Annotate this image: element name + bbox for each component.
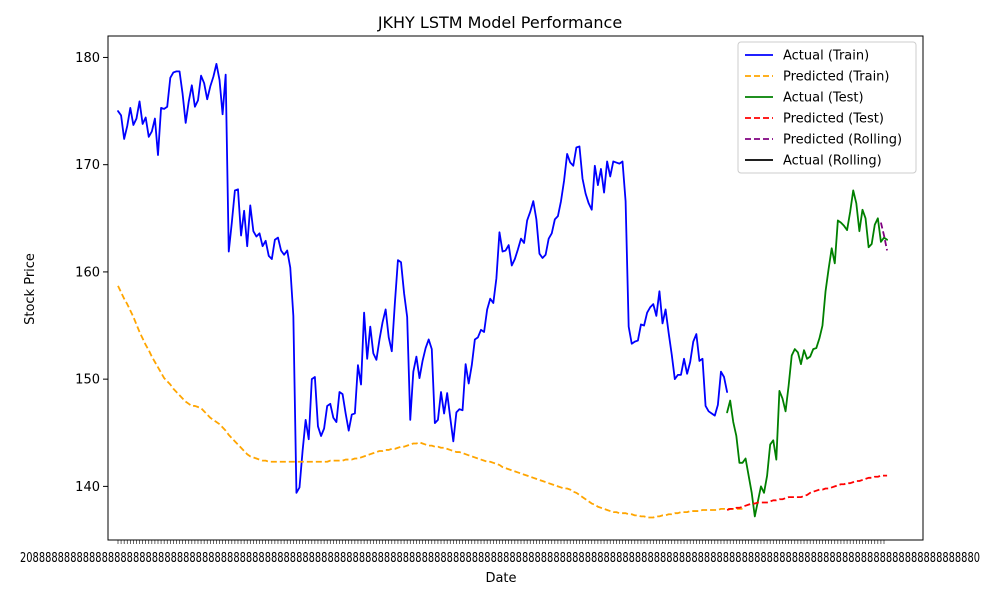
y-ticks: 140 150 160 170 180 xyxy=(75,51,108,495)
series-line-actual-train xyxy=(117,62,729,494)
y-tick-label: 140 xyxy=(75,480,100,495)
legend-frame xyxy=(737,41,917,174)
plot-area-frame xyxy=(107,35,924,541)
legend-label: Actual (Train) xyxy=(783,49,869,64)
series-line-predicted-test xyxy=(726,474,888,511)
legend-label: Actual (Rolling) xyxy=(783,154,882,169)
legend-label: Predicted (Rolling) xyxy=(783,133,902,148)
x-tick-labels-overlapped: 2088888888888888888888888888888888888888… xyxy=(20,551,980,566)
x-axis-title: Date xyxy=(485,571,516,586)
y-tick-label: 170 xyxy=(75,158,100,173)
series-line-actual-test xyxy=(726,189,888,518)
legend-label: Predicted (Train) xyxy=(783,70,890,85)
x-ticks: 2088888888888888888888888888888888888888… xyxy=(20,540,980,566)
legend-label: Actual (Test) xyxy=(783,91,864,106)
y-tick-label: 180 xyxy=(75,51,100,66)
series-line-predicted-train xyxy=(117,285,743,519)
legend: Actual (Train) Predicted (Train) Actual (T… xyxy=(737,41,917,174)
y-tick-label: 160 xyxy=(75,265,100,280)
y-tick-label: 150 xyxy=(75,373,100,388)
chart-title: JKHY LSTM Model Performance xyxy=(377,13,622,32)
series-layer xyxy=(117,62,888,519)
y-axis-title: Stock Price xyxy=(23,253,38,325)
legend-label: Predicted (Test) xyxy=(783,112,884,127)
series-line-predicted-rolling xyxy=(880,222,888,251)
